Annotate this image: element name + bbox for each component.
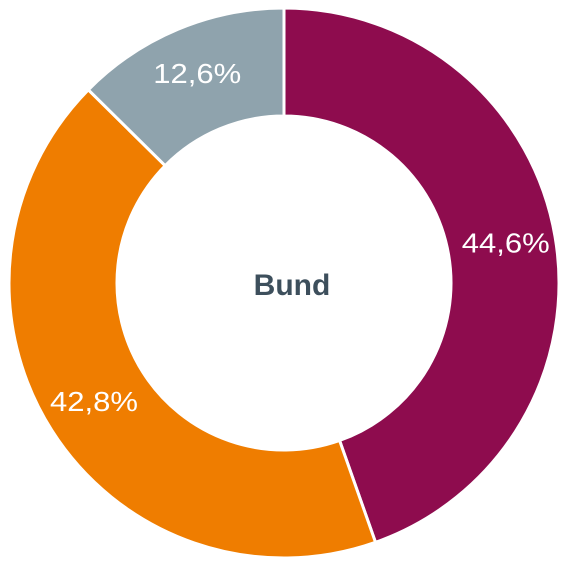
donut-slice bbox=[86, 6, 286, 168]
center-title: Bund bbox=[254, 269, 331, 302]
donut-slice bbox=[7, 87, 378, 560]
data-label: 42,8% bbox=[50, 386, 138, 417]
data-label: 12,6% bbox=[153, 58, 241, 89]
data-label: 44,6% bbox=[462, 227, 550, 258]
donut-slice bbox=[282, 6, 561, 545]
